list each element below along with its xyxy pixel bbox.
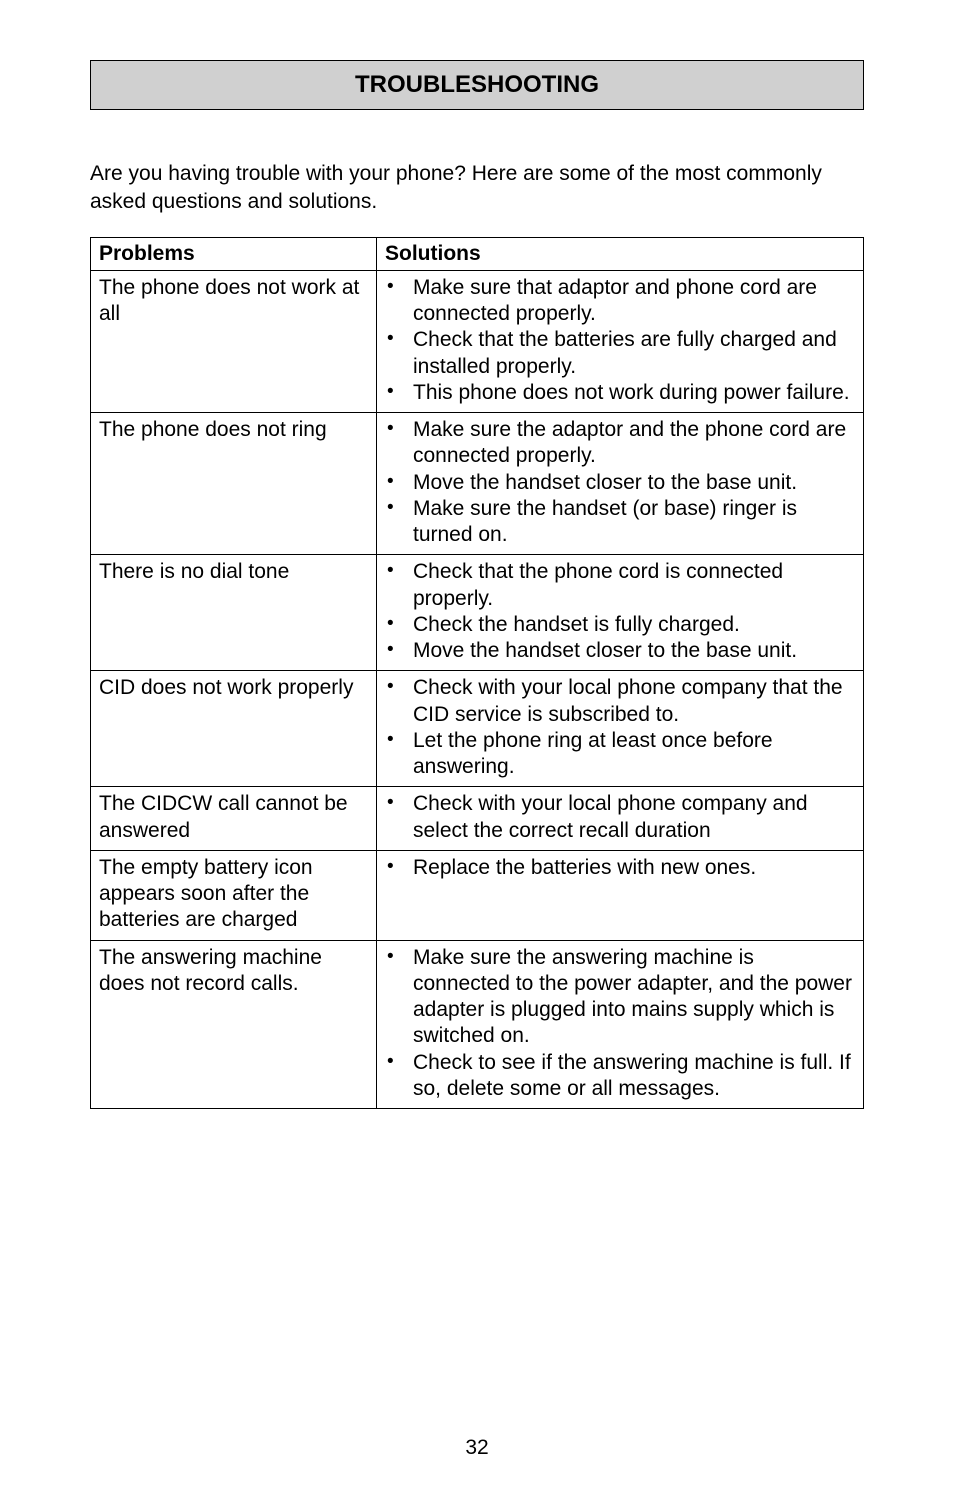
solution-text: Check with your local phone company that… [413,676,843,725]
solutions-cell: • Check that the phone cord is connected … [377,555,864,671]
solution-text: Check that the batteries are fully charg… [413,328,837,377]
solutions-list: • Make sure that adaptor and phone cord a… [385,275,855,406]
list-item: • Replace the batteries with new ones. [385,855,855,881]
problem-cell: The CIDCW call cannot be answered [91,787,377,851]
solutions-list: • Replace the batteries with new ones. [385,855,855,881]
table-row: The CIDCW call cannot be answered • Check … [91,787,864,851]
list-item: • Check that the phone cord is connected … [385,559,855,612]
solution-text: Check with your local phone company and … [413,792,808,841]
table-row: The answering machine does not record ca… [91,940,864,1109]
solutions-cell: • Make sure that adaptor and phone cord a… [377,270,864,412]
list-item: • Let the phone ring at least once before… [385,728,855,781]
bullet-icon: • [387,612,394,636]
bullet-icon: • [387,380,394,404]
table-row: The phone does not work at all • Make sure… [91,270,864,412]
solution-text: Make sure the adaptor and the phone cord… [413,418,846,467]
solution-text: Make sure that adaptor and phone cord ar… [413,276,817,325]
list-item: • Check with your local phone company tha… [385,675,855,728]
header-solutions: Solutions [377,237,864,270]
problem-cell: The phone does not ring [91,413,377,555]
list-item: • Make sure the answering machine is conn… [385,945,855,1050]
solutions-list: • Make sure the adaptor and the phone cor… [385,417,855,548]
list-item: • This phone does not work during power f… [385,380,855,406]
list-item: • Check the handset is fully charged. [385,612,855,638]
solution-text: Replace the batteries with new ones. [413,856,756,879]
solutions-cell: • Replace the batteries with new ones. [377,850,864,940]
problem-cell: CID does not work properly [91,671,377,787]
solutions-cell: • Check with your local phone company and… [377,787,864,851]
bullet-icon: • [387,855,394,879]
solutions-list: • Check with your local phone company tha… [385,675,855,780]
solutions-list: • Make sure the answering machine is conn… [385,945,855,1103]
solution-text: Make sure the answering machine is conne… [413,946,852,1048]
solutions-cell: • Check with your local phone company tha… [377,671,864,787]
table-body: The phone does not work at all • Make sure… [91,270,864,1108]
list-item: • Move the handset closer to the base uni… [385,470,855,496]
solution-text: Check the handset is fully charged. [413,613,740,636]
solutions-list: • Check that the phone cord is connected … [385,559,855,664]
page-title-bar: TROUBLESHOOTING [90,60,864,110]
page-number: 32 [0,1436,954,1460]
bullet-icon: • [387,638,394,662]
problem-cell: The empty battery icon appears soon afte… [91,850,377,940]
bullet-icon: • [387,275,394,299]
list-item: • Make sure that adaptor and phone cord a… [385,275,855,328]
table-row: The phone does not ring • Make sure the ad… [91,413,864,555]
problem-cell: There is no dial tone [91,555,377,671]
list-item: • Check that the batteries are fully char… [385,327,855,380]
solution-text: Let the phone ring at least once before … [413,729,773,778]
solution-text: Check that the phone cord is connected p… [413,560,783,609]
problem-cell: The phone does not work at all [91,270,377,412]
solutions-cell: • Make sure the adaptor and the phone cor… [377,413,864,555]
solution-text: Make sure the handset (or base) ringer i… [413,497,797,546]
list-item: • Move the handset closer to the base uni… [385,638,855,664]
table-row: There is no dial tone • Check that the pho… [91,555,864,671]
solutions-cell: • Make sure the answering machine is conn… [377,940,864,1109]
bullet-icon: • [387,791,394,815]
bullet-icon: • [387,417,394,441]
table-header-row: Problems Solutions [91,237,864,270]
page-title: TROUBLESHOOTING [355,71,599,98]
solution-text: This phone does not work during power fa… [413,381,850,404]
solution-text: Check to see if the answering machine is… [413,1051,851,1100]
header-problems: Problems [91,237,377,270]
bullet-icon: • [387,470,394,494]
bullet-icon: • [387,1050,394,1074]
list-item: • Check to see if the answering machine i… [385,1050,855,1103]
page: TROUBLESHOOTING Are you having trouble w… [0,0,954,1500]
bullet-icon: • [387,496,394,520]
bullet-icon: • [387,675,394,699]
intro-text: Are you having trouble with your phone? … [90,160,864,217]
solution-text: Move the handset closer to the base unit… [413,639,797,662]
list-item: • Make sure the adaptor and the phone cor… [385,417,855,470]
bullet-icon: • [387,728,394,752]
solutions-list: • Check with your local phone company and… [385,791,855,844]
solution-text: Move the handset closer to the base unit… [413,471,797,494]
bullet-icon: • [387,945,394,969]
table-row: The empty battery icon appears soon afte… [91,850,864,940]
list-item: • Make sure the handset (or base) ringer … [385,496,855,549]
table-row: CID does not work properly • Check with yo… [91,671,864,787]
problem-cell: The answering machine does not record ca… [91,940,377,1109]
troubleshooting-table: Problems Solutions The phone does not wo… [90,237,864,1110]
bullet-icon: • [387,327,394,351]
bullet-icon: • [387,559,394,583]
list-item: • Check with your local phone company and… [385,791,855,844]
